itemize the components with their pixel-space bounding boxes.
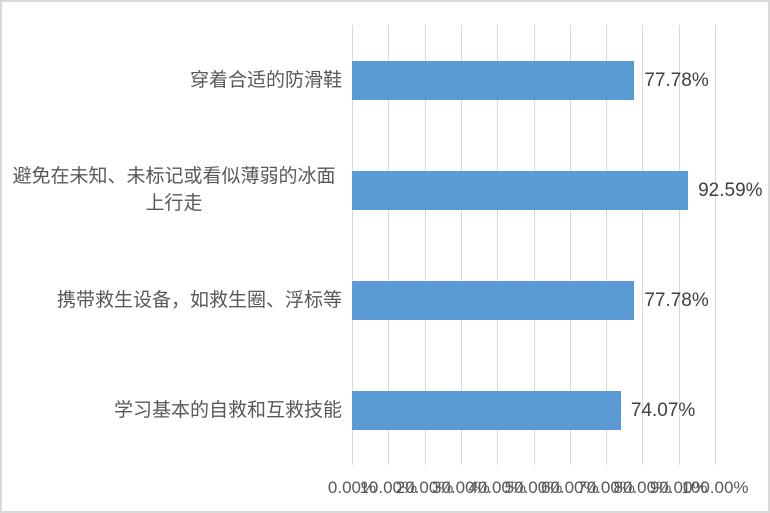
- category-label-text: 学习基本的自救和互救技能: [113, 399, 342, 421]
- x-axis-tick-label: 10.00%: [359, 478, 418, 497]
- gridline: [497, 25, 499, 465]
- value-label: 77.78%: [644, 289, 709, 311]
- bar: [352, 60, 635, 100]
- category-label: 避免在未知、未标记或看似薄弱的冰面上行走: [6, 135, 342, 245]
- category-axis: 穿着合适的防滑鞋避免在未知、未标记或看似薄弱的冰面上行走携带救生设备，如救生圈、…: [6, 25, 342, 465]
- gridline: [715, 25, 716, 465]
- x-axis-tick-label: 60.00%: [540, 478, 599, 497]
- category-label-text: 携带救生设备，如救生圈、浮标等: [56, 289, 342, 311]
- gridline: [642, 25, 644, 465]
- x-axis-tick-label: 70.00%: [577, 478, 635, 497]
- plot-area: 77.78% 92.59% 77.78% 74.07%: [352, 25, 763, 465]
- gridline: [606, 25, 608, 465]
- x-axis-tick-label: 0.00%: [327, 478, 377, 497]
- category-label: 携带救生设备，如救生圈、浮标等: [6, 245, 342, 355]
- gridline: [424, 25, 426, 465]
- value-label: 77.78%: [644, 69, 709, 91]
- x-axis-tick-label: 100.00%: [681, 478, 749, 497]
- category-label-text: 穿着合适的防滑鞋: [189, 69, 342, 91]
- x-axis-tick-label: 40.00%: [468, 478, 527, 497]
- x-axis-tick-label: 80.00%: [613, 478, 672, 497]
- gridline: [533, 25, 535, 465]
- value-label: 92.59%: [698, 179, 763, 201]
- category-label: 穿着合适的防滑鞋: [6, 25, 342, 135]
- category-label: 学习基本的自救和互救技能: [6, 355, 342, 465]
- gridline: [460, 25, 462, 465]
- value-axis: 0.00% 10.00% 20.00% 30.00% 40.00% 50.00% 60.00…: [2, 477, 768, 501]
- gridline: [678, 25, 680, 465]
- x-axis-tick-label: 90.00%: [649, 478, 708, 497]
- x-axis-tick-label: 30.00%: [432, 478, 490, 497]
- value-label: 74.07%: [630, 399, 696, 421]
- x-axis-tick-label: 50.00%: [504, 478, 563, 497]
- bar: [352, 390, 621, 430]
- gridline: [388, 25, 390, 465]
- bar: [352, 280, 635, 320]
- gridline: [569, 25, 571, 465]
- category-label-text: 避免在未知、未标记或看似薄弱的冰面上行走: [12, 166, 336, 214]
- x-axis-tick-label: 20.00%: [395, 478, 454, 497]
- gridline: [352, 25, 353, 465]
- bar: [352, 170, 689, 210]
